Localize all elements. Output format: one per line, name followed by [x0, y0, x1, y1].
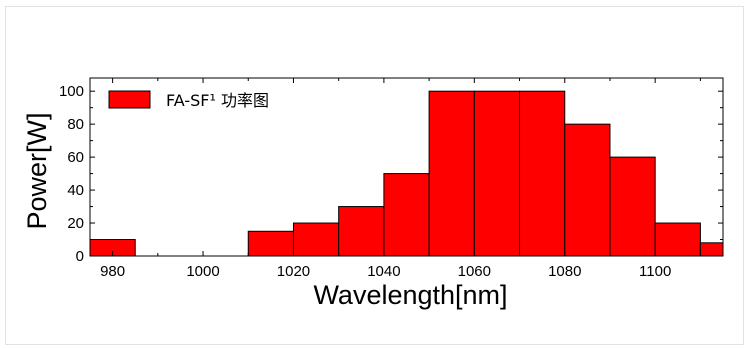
x-axis-title: Wavelength[nm]: [313, 280, 507, 310]
y-tick-label: 60: [67, 149, 84, 166]
x-tick-label: 980: [100, 263, 125, 280]
bar: [428, 90, 475, 257]
histogram-chart: 980 1000 1020 1040 1060 1080 1100 0 20 40 60 80 100…: [22, 77, 724, 310]
x-tick-label: 1040: [367, 263, 400, 280]
y-tick-label: 0: [76, 248, 84, 265]
y-axis-ticks: 0 20 40 60 80 100: [59, 83, 723, 265]
x-axis-ticks: 980 1000 1020 1040 1060 1080 1100: [100, 78, 701, 280]
bars-group: [89, 90, 724, 257]
legend-label: FA-SF¹ 功率图: [166, 91, 269, 110]
bar: [473, 90, 521, 257]
bar: [383, 173, 430, 257]
bar: [519, 90, 566, 257]
x-tick-label: 1020: [277, 263, 310, 280]
bar: [699, 242, 724, 257]
bar: [609, 156, 656, 257]
x-tick-label: 1060: [458, 263, 491, 280]
bar: [247, 230, 294, 257]
legend-swatch: [108, 90, 151, 109]
bar: [654, 222, 701, 257]
y-axis-title: Power[W]: [22, 112, 52, 229]
x-tick-label: 1000: [186, 263, 219, 280]
y-tick-label: 20: [67, 215, 84, 232]
x-tick-label: 1080: [548, 263, 581, 280]
y-tick-label: 40: [67, 182, 84, 199]
bar: [292, 222, 340, 257]
chart-frame: 980 1000 1020 1040 1060 1080 1100 0 20 40 60 80 100…: [5, 6, 744, 345]
plot-area-border: [89, 77, 724, 257]
bar: [338, 206, 385, 257]
y-tick-label: 100: [59, 83, 84, 100]
y-tick-label: 80: [67, 116, 84, 133]
bar: [564, 123, 611, 257]
x-tick-label: 1100: [639, 263, 671, 280]
legend: FA-SF¹ 功率图: [108, 90, 269, 110]
